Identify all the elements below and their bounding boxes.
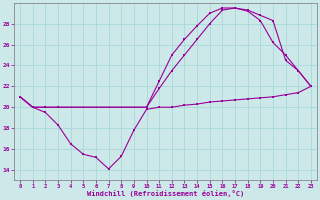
X-axis label: Windchill (Refroidissement éolien,°C): Windchill (Refroidissement éolien,°C) [87,190,244,197]
